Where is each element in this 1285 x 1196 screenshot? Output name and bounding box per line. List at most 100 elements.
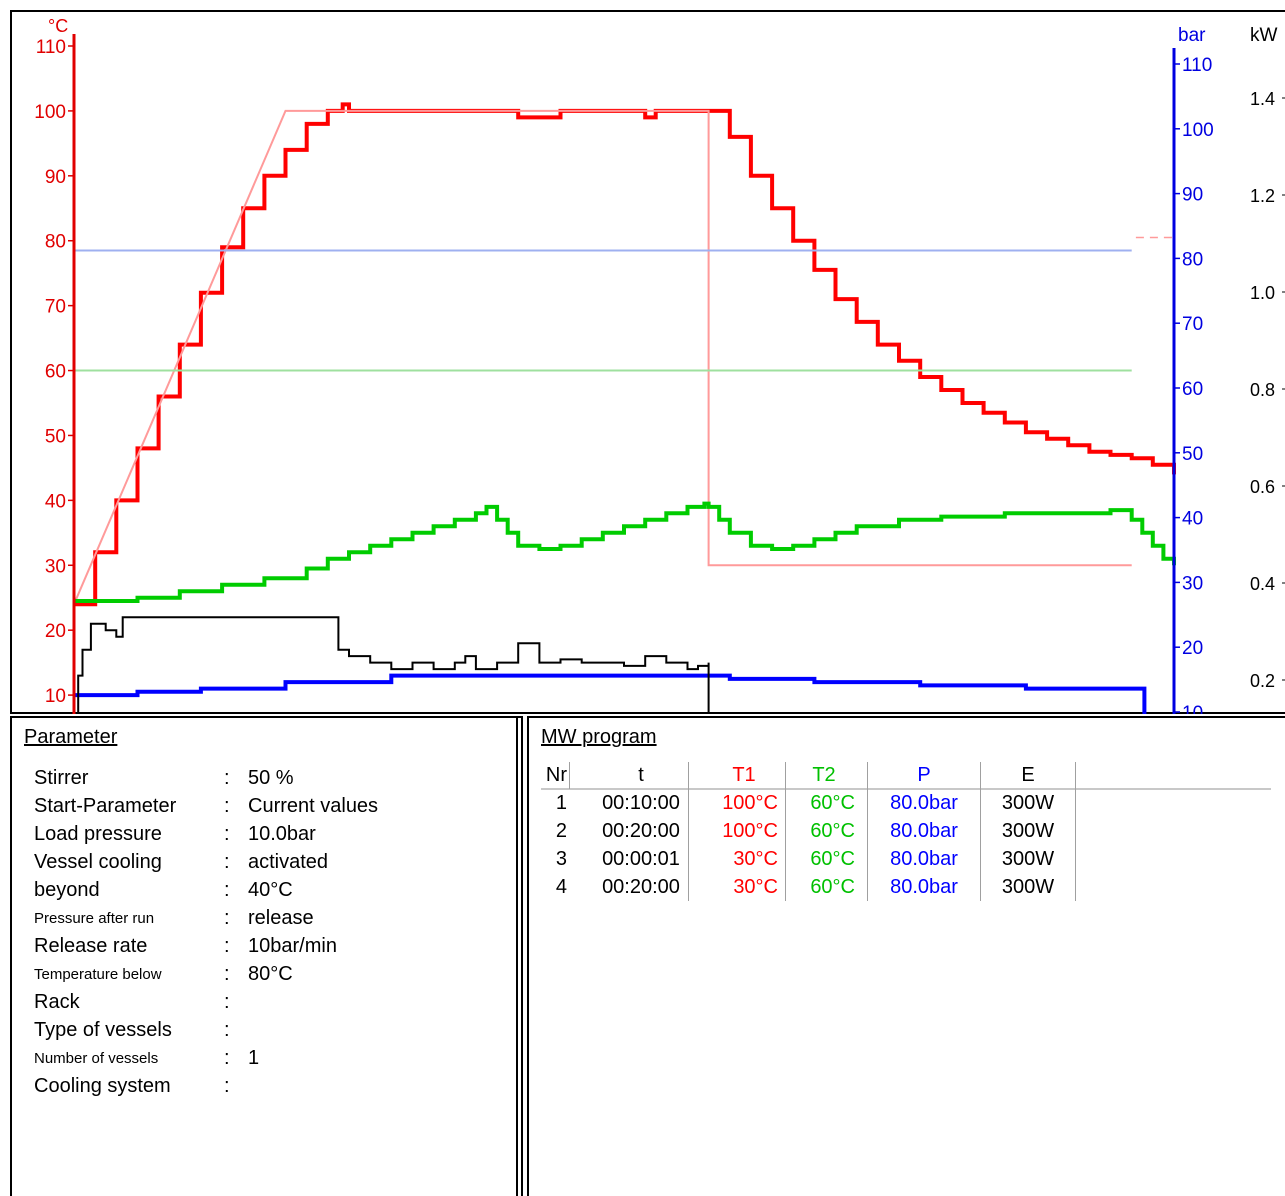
column-header: Nr: [545, 764, 567, 786]
parameter-label: Temperature below: [34, 965, 162, 983]
parameter-label: Vessel cooling: [34, 850, 162, 873]
right-tick-label-20: 20: [1182, 638, 1203, 659]
mw-program-cell: 00:20:00: [602, 876, 680, 898]
mw-program-cell: 60°C: [810, 848, 855, 870]
column-divider: [980, 762, 981, 901]
parameter-label: Release rate: [34, 934, 148, 957]
parameter-separator: :: [224, 878, 230, 901]
left-tick-label-100: 100: [34, 102, 66, 123]
power-tick-label-0.8: 0.8: [1250, 380, 1275, 400]
parameter-label: Type of vessels: [34, 1018, 172, 1041]
mw-program-cell: 4: [555, 876, 567, 898]
parameter-separator: :: [224, 850, 230, 873]
left-tick-label-10: 10: [45, 686, 66, 707]
left-tick-label-30: 30: [45, 556, 66, 577]
parameter-separator: :: [224, 1018, 230, 1041]
right-tick-label-90: 90: [1182, 185, 1203, 206]
mw-program-cell: 80.0bar: [890, 876, 958, 898]
parameter-title: Parameter: [24, 726, 118, 748]
column-header: t: [638, 764, 644, 786]
mw-program-cell: 00:20:00: [602, 820, 680, 842]
parameter-value: Current values: [248, 794, 379, 817]
mw-program-cell: 1: [555, 792, 567, 814]
parameter-label: Cooling system: [34, 1074, 171, 1097]
parameter-panel: Parameter Stirrer:50 % Start-Parameter: Cu…: [10, 716, 523, 1196]
chart-area: °C 10 20 30 40 50 60 70 80 90 100 110 bar 10 20 30 40 50 6…: [10, 10, 1285, 714]
column-divider: [867, 762, 868, 901]
parameter-value: 50 %: [248, 766, 294, 789]
mw-program-cell: 80.0bar: [890, 848, 958, 870]
parameter-row: Number of vessels:1: [34, 1044, 259, 1072]
parameter-separator: :: [224, 934, 230, 957]
left-axis-unit: °C: [48, 16, 68, 36]
left-tick-label-60: 60: [45, 362, 66, 383]
mw-program-cell: 300W: [1001, 876, 1055, 898]
column-divider: [569, 762, 570, 789]
parameter-row: Pressure after run: release: [34, 904, 314, 932]
right-tick-label-10: 10: [1182, 703, 1203, 714]
mw-program-cell: 2: [555, 820, 567, 842]
mw-program-cell: 80.0bar: [890, 820, 958, 842]
parameter-label: Pressure after run: [34, 909, 155, 927]
mw-program-cell: 80.0bar: [890, 792, 958, 814]
parameter-value: 1: [248, 1046, 260, 1069]
mw-program-cell: 60°C: [810, 876, 855, 898]
parameter-separator: :: [224, 822, 230, 845]
parameter-label: beyond: [34, 878, 100, 901]
mw-program-cell: 3: [555, 848, 567, 870]
parameter-value: release: [248, 906, 314, 929]
column-divider: [785, 762, 786, 901]
parameter-row: beyond:40°C: [34, 876, 293, 904]
parameter-value: activated: [248, 850, 329, 873]
series-line-3: [74, 501, 1176, 603]
parameter-separator: :: [224, 766, 230, 789]
left-tick-label-80: 80: [45, 232, 66, 253]
mw-program-panel: MW program Nr t T1 T2 P E 1 00:10:00 100°C 60°C 80…: [527, 716, 1285, 1196]
parameter-separator: :: [224, 962, 230, 985]
mw-program-cell: 300W: [1001, 820, 1055, 842]
column-divider: [1075, 762, 1076, 901]
power-tick-label-1.4: 1.4: [1250, 89, 1275, 109]
parameter-row: Release rate:10bar/min: [34, 932, 337, 960]
power-tick-label-1.2: 1.2: [1250, 186, 1275, 206]
parameter-row: Vessel cooling: activated: [34, 848, 328, 876]
series-line-0: [74, 102, 1176, 607]
parameter-row: Stirrer:50 %: [34, 764, 294, 792]
parameter-separator: :: [224, 1074, 230, 1097]
mw-program-cell: 300W: [1001, 792, 1055, 814]
series-line-7: [74, 616, 710, 714]
mw-program-cell: 60°C: [810, 820, 855, 842]
mw-program-cell: 00:00:01: [602, 848, 680, 870]
parameter-row: Type of vessels:: [34, 1016, 248, 1044]
mw-program-cell: 00:10:00: [602, 792, 680, 814]
power-tick-label-0.2: 0.2: [1250, 671, 1275, 691]
right-tick-label-30: 30: [1182, 573, 1203, 594]
parameter-label: Rack: [34, 990, 80, 1013]
parameter-row: Rack:: [34, 988, 248, 1016]
parameter-separator: :: [224, 1046, 230, 1069]
right-tick-label-70: 70: [1182, 314, 1203, 335]
parameter-value: 10bar/min: [248, 934, 337, 957]
mw-program-cell: 100°C: [722, 820, 778, 842]
right-tick-label-80: 80: [1182, 249, 1203, 270]
column-header: E: [1021, 764, 1035, 786]
left-tick-label-70: 70: [45, 297, 66, 318]
parameter-row: Temperature below:80°C: [34, 960, 293, 988]
temperature-pressure-chart: °C 10 20 30 40 50 60 70 80 90 100 110 bar 10 20 30 40 50 6…: [34, 16, 1285, 714]
left-tick-label-40: 40: [45, 491, 66, 512]
mw-program-cell: 60°C: [810, 792, 855, 814]
parameter-label: Number of vessels: [34, 1049, 159, 1067]
right-tick-label-110: 110: [1182, 55, 1212, 76]
parameter-separator: :: [224, 906, 230, 929]
series-line-6: [74, 673, 1147, 714]
header-divider: [541, 788, 1271, 790]
power-tick-label-0.4: 0.4: [1250, 574, 1275, 594]
parameter-value: 40°C: [248, 878, 293, 901]
left-tick-label-110: 110: [36, 37, 66, 58]
series-line-1: [73, 109, 1132, 605]
parameter-row: Cooling system:: [34, 1072, 248, 1100]
column-header: T1: [732, 764, 756, 786]
parameter-value: 10.0bar: [248, 822, 316, 845]
parameter-row: Load pressure:10.0bar: [34, 820, 316, 848]
power-tick-label-0.6: 0.6: [1250, 477, 1275, 497]
